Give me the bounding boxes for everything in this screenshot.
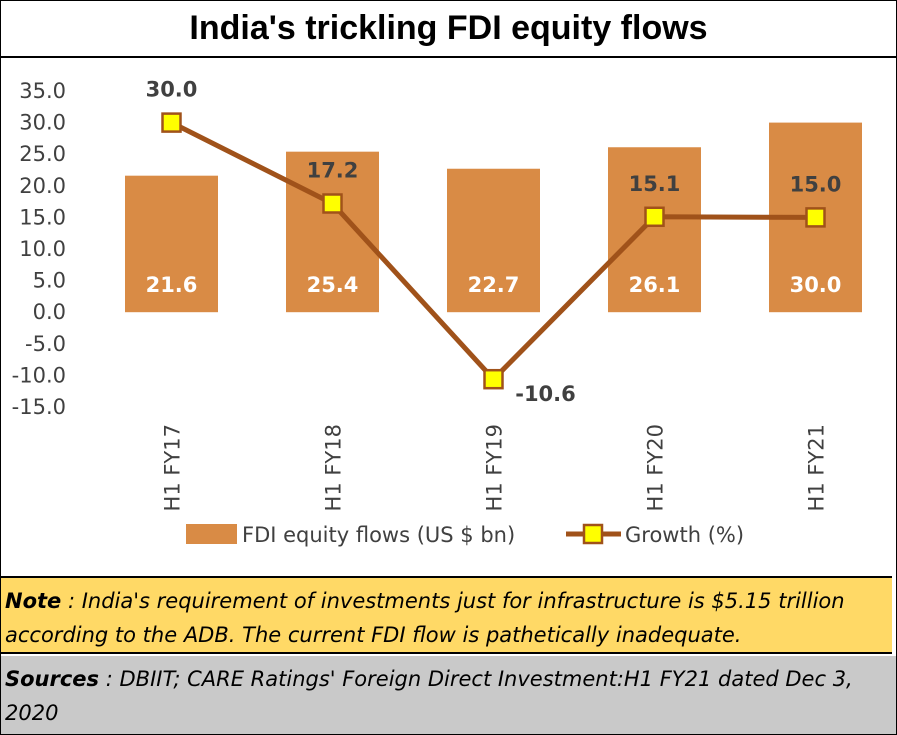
fdi-chart: 35.0 30.0 25.0 20.0 15.0 10.0 5.0 0.0 -5.0 -10.0 -… — [12, 78, 862, 547]
y-tick-label: -5.0 — [25, 332, 66, 356]
bar-data-label: 22.7 — [468, 273, 520, 297]
legend-bar-swatch — [186, 524, 237, 544]
y-tick-label: 35.0 — [19, 79, 66, 103]
x-tick-label: H1 FY17 — [161, 424, 185, 511]
bar — [447, 168, 540, 313]
growth-data-label: 17.2 — [307, 158, 359, 182]
bar — [286, 151, 379, 313]
note-label: Note — [5, 589, 62, 613]
y-tick-label: 10.0 — [19, 237, 66, 261]
note-text: : India's requirement of investments jus… — [5, 589, 845, 647]
sources-label: Sources — [5, 667, 100, 691]
growth-marker — [161, 112, 182, 133]
bar-data-label: 30.0 — [790, 273, 842, 297]
x-tick-label: H1 FY21 — [805, 424, 829, 511]
note-box: Note : India's requirement of investment… — [1, 576, 892, 654]
legend-line-marker — [582, 523, 604, 545]
growth-data-label: 15.0 — [790, 172, 842, 196]
legend: FDI equity flows (US $ bn) Growth (%) — [186, 523, 744, 547]
bar — [608, 147, 701, 313]
growth-marker — [322, 193, 343, 214]
x-axis: H1 FY17 H1 FY18 H1 FY19 H1 FY20 H1 FY21 — [161, 424, 829, 511]
legend-line-label: Growth (%) — [625, 523, 744, 547]
growth-data-label: 15.1 — [629, 172, 681, 196]
bar-data-label: 25.4 — [307, 273, 359, 297]
legend-bar-label: FDI equity flows (US $ bn) — [242, 523, 515, 547]
sources-box: Sources : DBIIT; CARE Ratings' Foreign D… — [1, 656, 896, 734]
bar-data-label: 26.1 — [629, 273, 681, 297]
y-tick-label: -15.0 — [12, 395, 66, 419]
growth-marker — [644, 206, 665, 228]
bar-data-label: 21.6 — [146, 273, 198, 297]
y-tick-label: 20.0 — [19, 174, 66, 198]
x-tick-label: H1 FY19 — [483, 424, 507, 511]
sources-text: : DBIIT; CARE Ratings' Foreign Direct In… — [5, 667, 853, 725]
y-tick-label: -10.0 — [12, 363, 66, 387]
chart-title: India's trickling FDI equity flows — [1, 1, 896, 58]
x-tick-label: H1 FY20 — [644, 424, 668, 511]
growth-data-label: 30.0 — [146, 78, 198, 102]
y-tick-label: 5.0 — [33, 269, 66, 293]
line-series: 30.0 17.2 -10.6 15.1 15.0 — [146, 78, 842, 407]
y-tick-label: 15.0 — [19, 205, 66, 229]
chart-area: 35.0 30.0 25.0 20.0 15.0 10.0 5.0 0.0 -5.0 -10.0 -… — [1, 58, 896, 575]
growth-data-label: -10.6 — [515, 382, 576, 406]
growth-marker — [805, 207, 826, 228]
bar — [125, 175, 218, 313]
y-tick-label: 25.0 — [19, 142, 66, 166]
y-axis: 35.0 30.0 25.0 20.0 15.0 10.0 5.0 0.0 -5.0 -10.0 -… — [12, 79, 66, 419]
x-tick-label: H1 FY18 — [322, 424, 346, 511]
y-tick-label: 0.0 — [33, 300, 66, 324]
y-tick-label: 30.0 — [19, 111, 66, 135]
growth-marker — [483, 368, 504, 390]
